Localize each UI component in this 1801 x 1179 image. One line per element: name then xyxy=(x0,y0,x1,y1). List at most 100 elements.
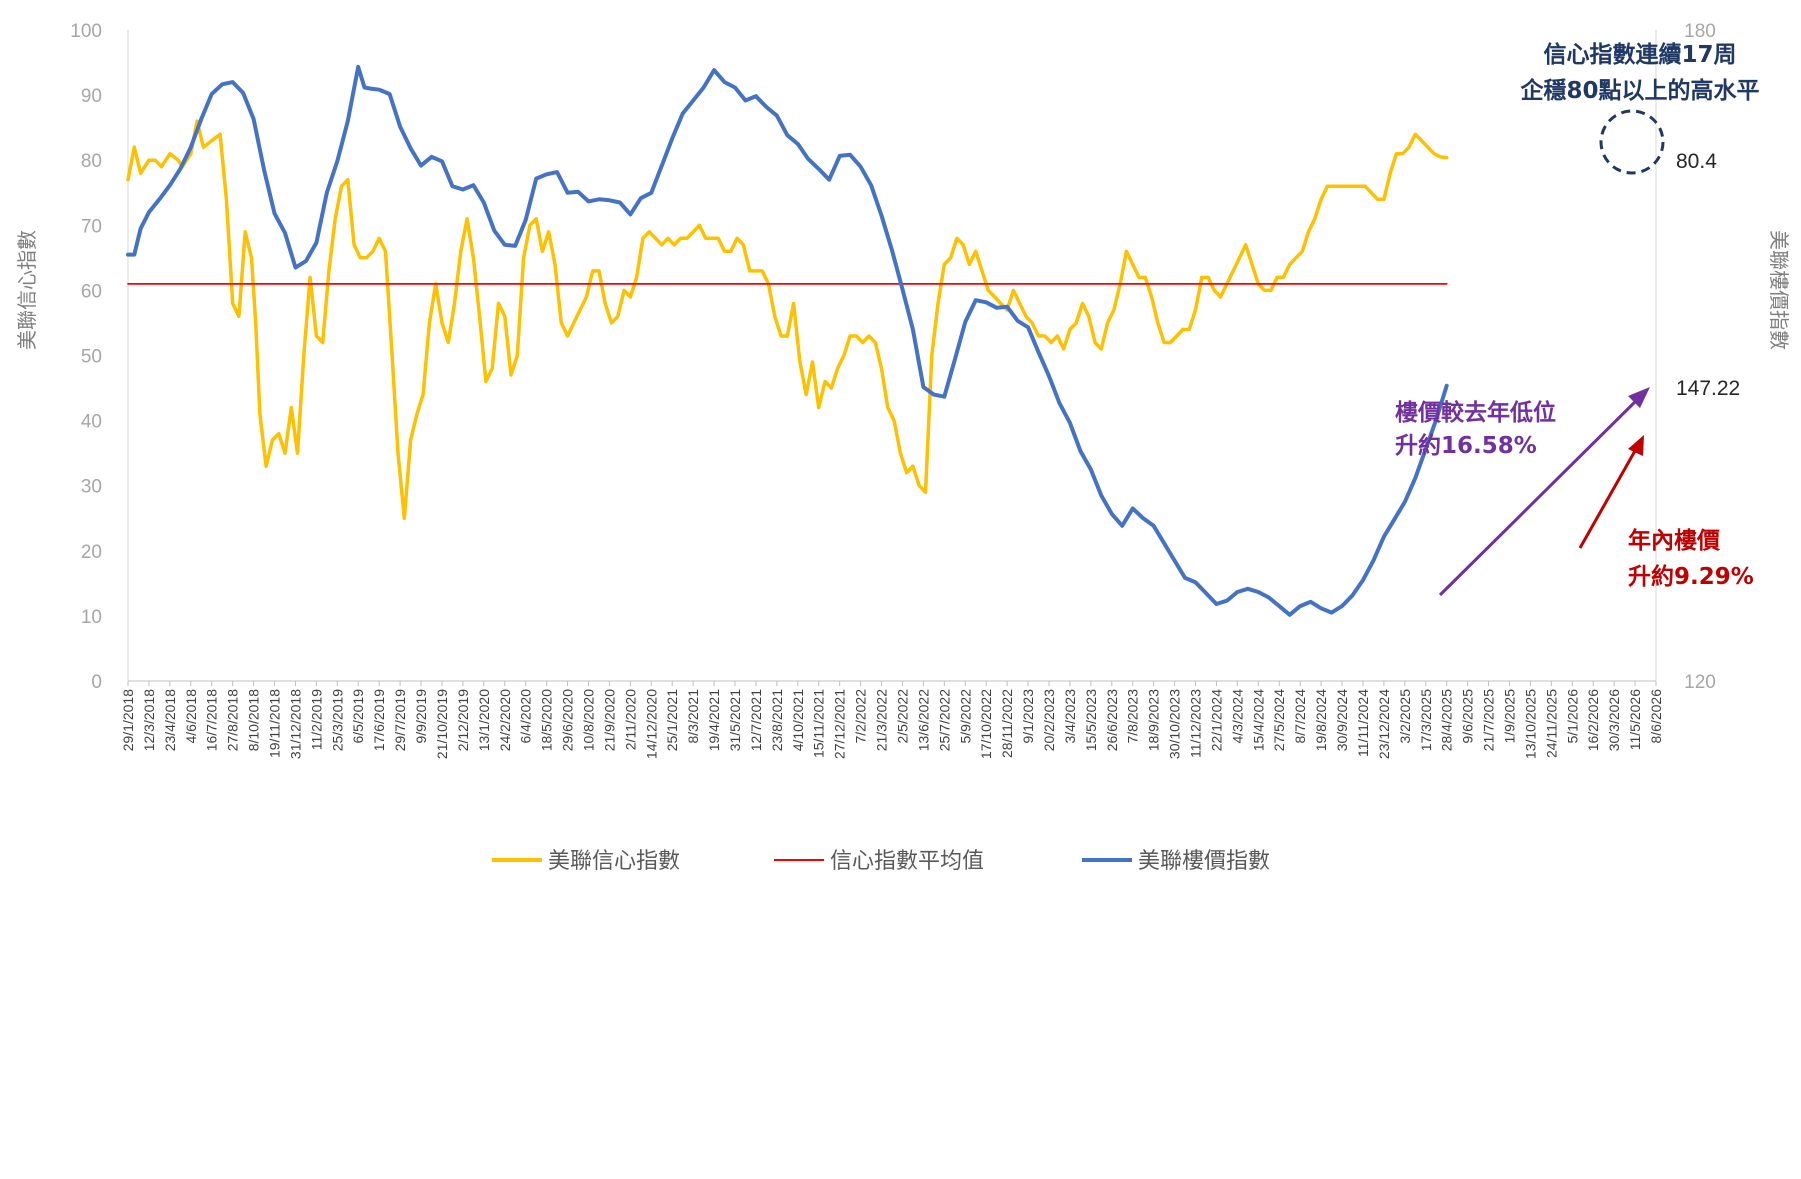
x-tick-label: 23/12/2024 xyxy=(1376,689,1392,759)
left-tick-label: 100 xyxy=(70,21,102,42)
right-tick-label: 180 xyxy=(1684,21,1716,42)
x-tick-label: 2/11/2020 xyxy=(622,689,638,750)
x-tick-label: 30/9/2024 xyxy=(1334,689,1350,751)
arrow-price-low-head xyxy=(1628,387,1650,408)
left-tick-label: 80 xyxy=(81,151,102,172)
x-tick-label: 1/9/2025 xyxy=(1501,689,1517,744)
legend-label-average: 信心指數平均值 xyxy=(830,849,984,874)
x-tick-label: 16/2/2026 xyxy=(1585,689,1601,751)
arrow-price-ytd xyxy=(1578,441,1642,549)
x-tick-label: 21/9/2020 xyxy=(601,689,617,751)
annotation-price-low-line1: 樓價較去年低位 xyxy=(1395,399,1556,426)
x-tick-label: 21/3/2022 xyxy=(874,689,890,751)
left-axis: 0 10 20 30 40 50 60 70 80 90 100 xyxy=(70,21,129,693)
x-tick-label: 31/5/2021 xyxy=(727,689,743,751)
x-tick-label: 29/7/2019 xyxy=(392,689,408,751)
x-tick-label: 26/6/2023 xyxy=(1104,689,1120,751)
x-tick-label: 23/4/2018 xyxy=(162,689,178,751)
x-tick-label: 12/7/2021 xyxy=(748,689,764,751)
x-tick-label: 27/8/2018 xyxy=(225,689,241,751)
x-tick-label: 19/11/2018 xyxy=(267,689,283,758)
x-tick-label: 10/8/2020 xyxy=(580,689,596,751)
x-tick-label: 8/6/2026 xyxy=(1648,689,1664,744)
x-tick-label: 18/9/2023 xyxy=(1146,689,1162,751)
left-tick-label: 90 xyxy=(81,86,102,107)
annotation-confidence-line2: 企穩80點以上的高水平 xyxy=(1519,77,1759,104)
x-tick-label: 9/6/2025 xyxy=(1460,689,1476,744)
x-tick-label: 7/2/2022 xyxy=(853,689,869,744)
x-tick-label: 20/2/2023 xyxy=(1041,689,1057,751)
x-tick-label: 3/4/2023 xyxy=(1062,689,1078,744)
x-tick-label: 22/1/2024 xyxy=(1208,689,1224,751)
x-tick-label: 14/12/2020 xyxy=(643,689,659,759)
x-tick-label: 8/7/2024 xyxy=(1292,689,1308,744)
x-tick-label: 8/10/2018 xyxy=(246,689,262,751)
x-tick-label: 21/10/2019 xyxy=(434,689,450,759)
x-tick-label: 27/12/2021 xyxy=(832,689,848,759)
x-tick-label: 13/1/2020 xyxy=(476,689,492,751)
x-tick-label: 15/5/2023 xyxy=(1083,689,1099,751)
left-tick-label: 30 xyxy=(81,477,102,498)
x-tick-label: 11/11/2024 xyxy=(1355,689,1371,757)
x-tick-label: 17/3/2025 xyxy=(1418,689,1434,751)
x-tick-label: 25/1/2021 xyxy=(664,689,680,751)
x-tick-label: 24/11/2025 xyxy=(1543,689,1559,758)
x-tick-label: 11/2/2019 xyxy=(308,689,324,750)
arrow-price-ytd-head xyxy=(1628,435,1644,456)
x-tick-label: 30/10/2023 xyxy=(1167,689,1183,759)
right-axis-title: 美聯樓價指數 xyxy=(1767,230,1791,350)
right-tick-label: 120 xyxy=(1684,672,1716,693)
x-tick-label: 5/9/2022 xyxy=(957,689,973,744)
x-tick-label: 2/5/2022 xyxy=(894,689,910,744)
left-tick-label: 40 xyxy=(81,412,102,433)
x-tick-label: 11/5/2026 xyxy=(1627,689,1643,750)
x-tick-label: 5/1/2026 xyxy=(1564,689,1580,744)
x-tick-label: 19/8/2024 xyxy=(1313,689,1329,751)
x-tick-label: 28/11/2022 xyxy=(999,689,1015,758)
x-tick-label: 9/9/2019 xyxy=(413,689,429,744)
annotation-confidence-line1: 信心指數連續17周 xyxy=(1543,41,1736,68)
x-tick-label: 30/3/2026 xyxy=(1606,689,1622,751)
x-tick-label: 4/6/2018 xyxy=(183,689,199,744)
x-tick-label: 29/1/2018 xyxy=(120,689,136,751)
x-tick-label: 13/6/2022 xyxy=(915,689,931,751)
highlight-circle xyxy=(1599,109,1665,175)
x-tick-label: 6/5/2019 xyxy=(350,689,366,744)
x-tick-label: 3/2/2025 xyxy=(1397,689,1413,744)
left-tick-label: 20 xyxy=(81,542,102,563)
annotation-price-ytd-line2: 升約9.29% xyxy=(1628,563,1754,590)
x-tick-label: 11/12/2023 xyxy=(1188,689,1204,758)
x-axis: 29/1/2018 12/3/2018 23/4/2018 4/6/2018 16/7/… xyxy=(120,680,1664,759)
x-tick-label: 7/8/2023 xyxy=(1125,689,1141,744)
x-tick-label: 17/10/2022 xyxy=(978,689,994,759)
x-tick-label: 12/3/2018 xyxy=(141,689,157,751)
x-tick-label: 4/3/2024 xyxy=(1229,689,1245,744)
x-tick-label: 17/6/2019 xyxy=(371,689,387,751)
annotation-price-low-line2: 升約16.58% xyxy=(1395,432,1537,459)
x-tick-label: 15/4/2024 xyxy=(1250,689,1266,751)
end-label-price: 147.22 xyxy=(1676,377,1740,400)
series-layer xyxy=(126,64,1449,617)
series-price-line xyxy=(126,64,1449,617)
x-tick-label: 29/6/2020 xyxy=(560,689,576,751)
series-confidence-line xyxy=(126,119,1449,521)
x-tick-label: 6/4/2020 xyxy=(518,689,534,744)
right-axis: 120 180 xyxy=(1655,21,1716,693)
left-tick-label: 0 xyxy=(91,672,102,693)
annotation-price-ytd-line1: 年內樓價 xyxy=(1628,527,1721,554)
legend-label-price: 美聯樓價指數 xyxy=(1138,849,1270,874)
x-tick-label: 23/8/2021 xyxy=(769,689,785,751)
end-label-confidence: 80.4 xyxy=(1676,150,1717,173)
x-tick-label: 4/10/2021 xyxy=(790,689,806,751)
x-tick-label: 16/7/2018 xyxy=(204,689,220,751)
x-tick-label: 19/4/2021 xyxy=(706,689,722,751)
x-tick-label: 31/12/2018 xyxy=(287,689,303,759)
x-tick-label: 25/7/2022 xyxy=(936,689,952,751)
x-tick-label: 9/1/2023 xyxy=(1020,689,1036,744)
x-tick-label: 18/5/2020 xyxy=(539,689,555,751)
left-tick-label: 10 xyxy=(81,607,102,628)
left-axis-title: 美聯信心指數 xyxy=(15,230,39,350)
x-tick-label: 27/5/2024 xyxy=(1271,689,1287,751)
arrow-price-low xyxy=(1438,390,1647,597)
